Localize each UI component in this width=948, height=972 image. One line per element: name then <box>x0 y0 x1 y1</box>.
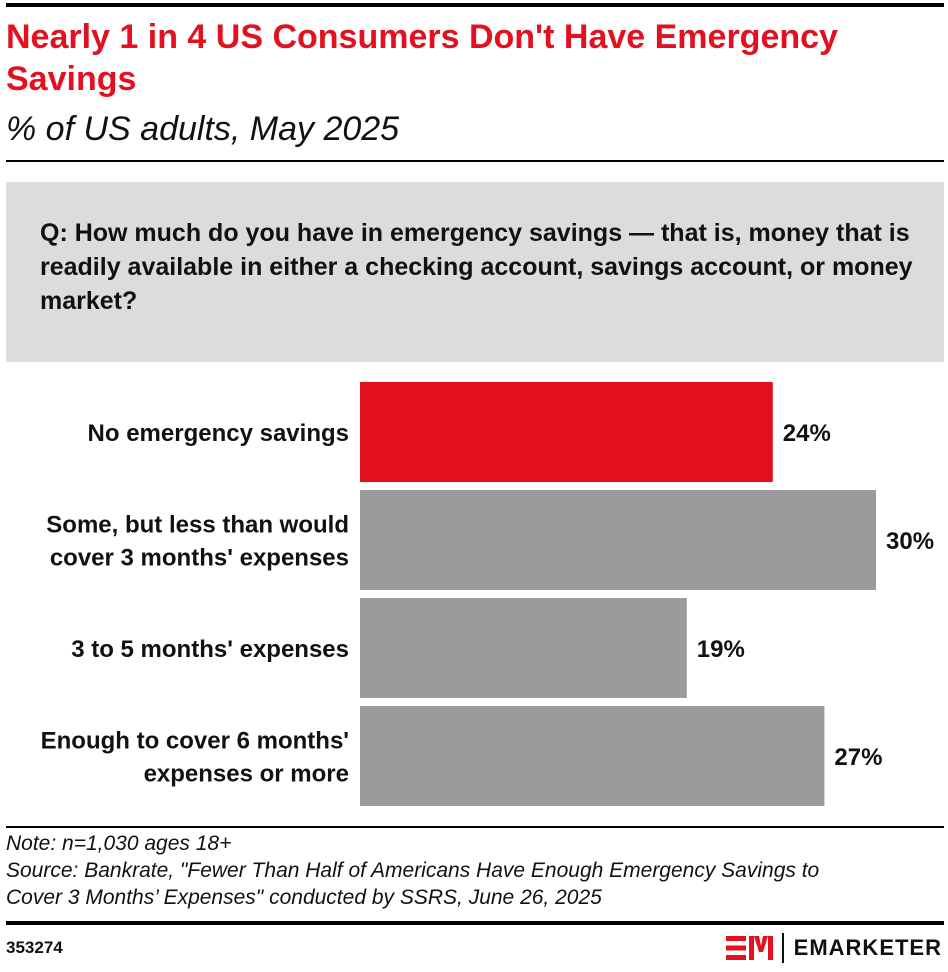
footnote: Note: n=1,030 ages 18+ Source: Bankrate,… <box>6 830 936 911</box>
source-line-2: Cover 3 Months’ Expenses" conducted by S… <box>6 886 602 909</box>
brand-name: EMARKETER <box>793 935 942 960</box>
question-box: Q: How much do you have in emergency sav… <box>6 182 944 362</box>
bar-1 <box>360 382 773 482</box>
brand: EMARKETER <box>725 932 942 964</box>
value-label-4: 27% <box>834 744 882 771</box>
chart-subtitle: % of US adults, May 2025 <box>6 110 400 148</box>
bottom-rule <box>6 921 944 925</box>
bar-chart: 24% No emergency savings 30% Some, but less… <box>41 382 934 806</box>
category-label-4: Enough to cover 6 months' expenses or mor… <box>41 728 349 788</box>
value-label-3: 19% <box>697 636 745 663</box>
category-label-2: Some, but less than would cover 3 months'… <box>46 512 349 572</box>
emarketer-logo-icon <box>725 936 773 960</box>
brand-separator <box>781 933 784 963</box>
source-line-1: Source: Bankrate, "Fewer Than Half of Am… <box>6 859 820 882</box>
chart-title: Nearly 1 in 4 US Consumers Don't Have Em… <box>6 18 838 98</box>
value-label-1: 24% <box>783 420 831 447</box>
top-rule <box>6 3 944 7</box>
subtitle-rule <box>6 160 944 162</box>
chart-id: 353274 <box>6 938 63 957</box>
question-text: Q: How much do you have in emergency sav… <box>40 219 913 315</box>
bar-4 <box>360 706 825 806</box>
bar-2 <box>360 490 876 590</box>
category-label-1: No emergency savings <box>88 420 349 447</box>
category-label-3: 3 to 5 months' expenses <box>71 636 349 663</box>
note-text: Note: n=1,030 ages 18+ <box>6 832 232 855</box>
value-label-2: 30% <box>886 528 934 555</box>
bar-3 <box>360 598 687 698</box>
note-rule <box>6 826 944 828</box>
